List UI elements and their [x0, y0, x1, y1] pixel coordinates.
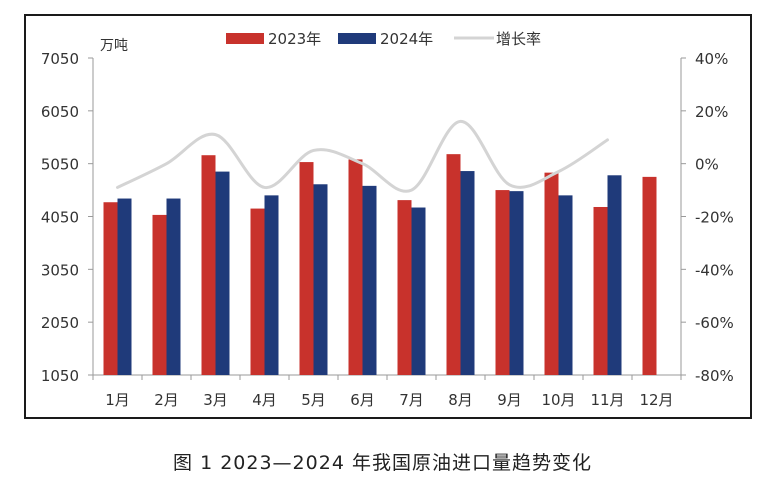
x-tick-label: 3月 [203, 391, 228, 409]
chart-frame: 1050 2050 3050 4050 5050 6050 7050 -80% -60% -40%… [24, 14, 752, 419]
y-right-tick-label: -40% [695, 261, 734, 279]
bar-2023 [495, 190, 510, 375]
bar-2023 [250, 208, 265, 375]
bar-2024 [166, 198, 181, 375]
y-left-tick-label: 2050 [41, 314, 79, 332]
bar-2023 [642, 176, 657, 375]
bar-2023 [348, 159, 363, 375]
bar-2024 [558, 195, 573, 375]
y-left-tick-label: 4050 [41, 209, 79, 227]
y-left-tick-label: 1050 [41, 367, 79, 385]
x-tick-label: 4月 [252, 391, 277, 409]
bar-2024 [215, 171, 230, 375]
x-tick-label: 5月 [301, 391, 326, 409]
y-right-tick-label: 40% [695, 50, 728, 68]
y-right-tick-label: -60% [695, 314, 734, 332]
bar-2023 [201, 155, 216, 375]
y-left-tick-label: 5050 [41, 156, 79, 174]
x-tick-label: 1月 [105, 391, 130, 409]
x-tick-label: 2月 [154, 391, 179, 409]
bar-2023 [593, 206, 608, 375]
x-tick-label: 9月 [497, 391, 522, 409]
bar-2024 [264, 195, 279, 375]
y-left-tick-label: 6050 [41, 103, 79, 121]
figure-caption: 图 1 2023—2024 年我国原油进口量趋势变化 [173, 452, 592, 474]
y-right-tick-label: 20% [695, 103, 728, 121]
x-tick-label: 7月 [399, 391, 424, 409]
bar-2023 [103, 202, 118, 375]
bar-2024 [509, 191, 524, 375]
bar-2023 [152, 214, 167, 375]
bar-2024 [411, 207, 426, 375]
x-tick-label: 6月 [350, 391, 375, 409]
legend-2023-swatch [226, 33, 264, 44]
legend-2023-label: 2023年 [268, 30, 321, 48]
legend-2024-label: 2024年 [380, 30, 433, 48]
legend-growth-rate-label: 增长率 [496, 30, 541, 48]
x-tick-label: 12月 [639, 391, 673, 409]
chart-svg: 1050 2050 3050 4050 5050 6050 7050 -80% -60% -40%… [41, 30, 734, 409]
bar-2023 [299, 162, 314, 375]
y-right-tick-label: -80% [695, 367, 734, 385]
bar-2023 [446, 154, 461, 375]
bar-2024 [607, 175, 622, 375]
y-left-tick-label: 3050 [41, 261, 79, 279]
bar-2024 [460, 171, 475, 375]
bar-2024 [313, 184, 328, 375]
y-left-tick-label: 7050 [41, 50, 79, 68]
y-right-tick-label: -20% [695, 209, 734, 227]
bar-2024 [117, 198, 132, 375]
growth-rate-line [116, 119, 609, 193]
x-tick-label: 10月 [541, 391, 575, 409]
bar-2024 [362, 185, 377, 375]
bar-2023 [544, 172, 559, 375]
bar-2023 [397, 200, 412, 375]
y-right-tick-label: 0% [695, 156, 719, 174]
x-tick-label: 11月 [590, 391, 624, 409]
legend-2024-swatch [338, 33, 376, 44]
x-tick-label: 8月 [448, 391, 473, 409]
y-left-unit-label: 万吨 [100, 38, 128, 54]
